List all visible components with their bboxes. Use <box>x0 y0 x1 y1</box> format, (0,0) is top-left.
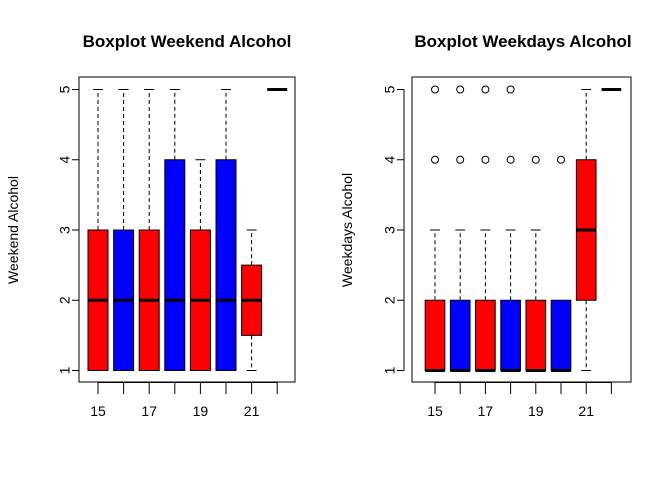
y-tick-label: 1 <box>382 366 398 374</box>
y-tick-label: 3 <box>57 226 73 234</box>
outlier-point <box>506 85 515 94</box>
box-16 <box>113 89 135 371</box>
box-15 <box>424 85 446 372</box>
y-axis-label: Weekend Alcohol <box>5 176 21 284</box>
x-tick-label: 17 <box>478 403 494 419</box>
box-20 <box>550 155 572 372</box>
outlier-point <box>531 155 540 164</box>
outlier-point <box>431 85 439 94</box>
outlier-point <box>557 155 565 164</box>
y-tick-label: 3 <box>382 226 398 234</box>
x-tick-label: 15 <box>427 403 443 419</box>
outlier-point <box>481 155 490 164</box>
y-tick-label: 4 <box>382 156 398 164</box>
box-21 <box>241 229 263 371</box>
chart-title: Boxplot Weekend Alcohol <box>83 32 292 51</box>
x-tick-label: 15 <box>90 403 106 419</box>
outlier-point <box>481 85 490 94</box>
x-tick-label: 19 <box>193 403 209 419</box>
box-body <box>449 299 471 371</box>
box-body <box>500 299 521 371</box>
x-tick-label: 19 <box>528 403 544 419</box>
y-tick-label: 1 <box>57 366 73 374</box>
outlier-point <box>456 155 465 164</box>
box-19 <box>189 159 211 371</box>
box-body <box>525 299 547 371</box>
outlier-point <box>456 85 465 94</box>
box-body <box>215 159 237 371</box>
plot-frame <box>78 76 296 383</box>
box-16 <box>449 85 471 372</box>
box-body <box>550 299 572 371</box>
outlier-point <box>506 155 515 164</box>
y-tick-label: 2 <box>382 296 398 304</box>
x-tick-label: 17 <box>141 403 157 419</box>
y-tick-label: 5 <box>57 85 73 93</box>
box-21 <box>575 89 597 371</box>
y-tick-label: 5 <box>382 85 398 93</box>
x-tick-label: 21 <box>578 403 594 419</box>
box-18 <box>164 89 186 371</box>
chart-title: Boxplot Weekdays Alcohol <box>414 32 631 51</box>
box-17 <box>138 89 160 371</box>
box-17 <box>475 85 496 372</box>
y-axis-label: Weekdays Alcohol <box>339 173 355 287</box>
box-body <box>424 299 446 371</box>
weekend-alcohol-boxplot: Boxplot Weekend Alcohol Weekend Alcohol … <box>5 32 296 419</box>
box-20 <box>215 89 237 371</box>
weekdays-alcohol-boxplot: Boxplot Weekdays Alcohol Weekdays Alcoho… <box>339 32 632 419</box>
box-body <box>164 159 186 371</box>
box-19 <box>525 155 547 372</box>
y-tick-label: 2 <box>57 296 73 304</box>
outlier-point <box>431 155 439 164</box>
x-tick-label: 21 <box>244 403 260 419</box>
box-15 <box>87 89 109 371</box>
box-18 <box>500 85 521 372</box>
box-body <box>475 299 496 371</box>
y-tick-label: 4 <box>57 156 73 164</box>
